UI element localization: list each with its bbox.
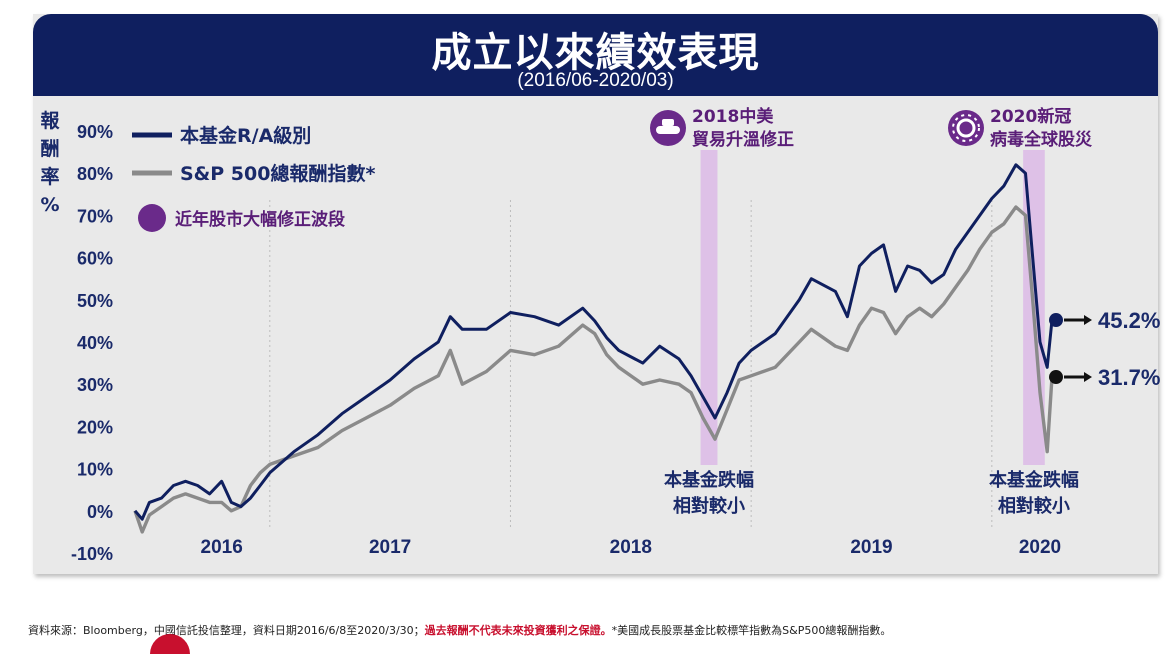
legend-band-dot — [138, 204, 166, 232]
y-tick-label: 0% — [87, 502, 113, 522]
y-tick-label: 90% — [77, 122, 113, 142]
sp500-series-line — [133, 205, 1054, 534]
end-marker-arrowhead — [1084, 372, 1092, 383]
band-bottom-label-line2: 相對較小 — [998, 495, 1070, 517]
tank-body — [656, 126, 680, 134]
y-tick-label: 70% — [77, 206, 113, 226]
y-tick-label: 80% — [77, 164, 113, 184]
y-tick-label: 50% — [77, 291, 113, 311]
end-marker-arrowhead — [1084, 315, 1092, 326]
band-bottom-label-line2: 相對較小 — [673, 495, 745, 517]
correction-band — [700, 150, 718, 465]
y-tick-label: 30% — [77, 375, 113, 395]
band-top-label-line2: 病毒全球股災 — [990, 129, 1093, 150]
x-tick-label: 2017 — [369, 537, 411, 558]
chart-title: 成立以來績效表現 — [431, 30, 760, 76]
y-tick-label: 60% — [77, 249, 113, 269]
end-marker — [1049, 370, 1063, 385]
chart-subtitle: (2016/06-2020/03) — [517, 70, 674, 91]
fund-series-line — [133, 163, 1054, 521]
end-value-label: 31.7% — [1098, 365, 1160, 390]
x-tick-label: 2018 — [610, 537, 652, 558]
y-axis-label-char: 報 — [40, 109, 60, 132]
title-banner: 成立以來績效表現 (2016/06-2020/03) — [33, 14, 1158, 96]
y-axis-label-char: 酬 — [40, 138, 59, 160]
footer-source: 資料來源：Bloomberg，中國信託投信整理，資料日期2016/6/8至202… — [28, 624, 425, 637]
y-axis-label-char: % — [40, 194, 59, 216]
virus-core — [956, 118, 976, 138]
band-bottom-label-line1: 本基金跌幅 — [664, 469, 754, 491]
x-tick-label: 2019 — [850, 537, 892, 558]
footer-note: 資料來源：Bloomberg，中國信託投信整理，資料日期2016/6/8至202… — [28, 622, 891, 638]
band-top-label-line1: 2020新冠 — [990, 106, 1071, 127]
y-axis-label-char: 率 — [40, 165, 59, 188]
virus-spikes — [952, 114, 980, 142]
y-tick-label: 10% — [77, 460, 113, 480]
legend-band-label: 近年股市大幅修正波段 — [175, 209, 345, 230]
band-bottom-label-line1: 本基金跌幅 — [989, 469, 1079, 491]
footer-warning: 過去報酬不代表未來投資獲利之保證。 — [424, 624, 612, 637]
legend-fund-label: 本基金R/A級別 — [180, 124, 311, 147]
x-tick-label: 2020 — [1019, 537, 1061, 558]
y-tick-label: -10% — [71, 544, 113, 564]
end-marker — [1049, 313, 1063, 328]
x-tick-label: 2016 — [201, 537, 243, 558]
y-tick-label: 20% — [77, 417, 113, 437]
legend-sp500-label: S&P 500總報酬指數* — [180, 162, 375, 185]
y-tick-label: 40% — [77, 333, 113, 353]
end-value-label: 45.2% — [1098, 308, 1160, 333]
band-top-label-line2: 貿易升溫修正 — [692, 129, 794, 150]
tank-turret — [662, 119, 674, 126]
footer-benchmark-note: *美國成長股票基金比較標竿指數為S&P500總報酬指數。 — [611, 624, 892, 637]
band-top-label-line1: 2018中美 — [692, 106, 774, 127]
